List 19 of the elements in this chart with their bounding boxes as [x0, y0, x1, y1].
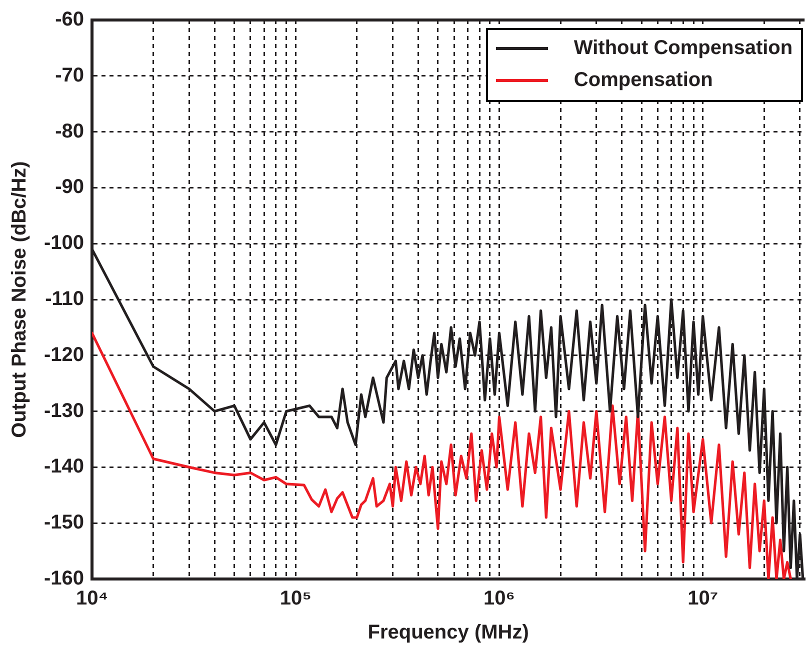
y-tick-label: -130	[44, 400, 84, 422]
y-axis-title: Output Phase Noise (dBc/Hz)	[8, 161, 31, 438]
y-tick-label: -90	[55, 176, 84, 198]
x-axis-title: Frequency (MHz)	[368, 622, 529, 644]
y-tick-label: -60	[55, 8, 84, 31]
legend-label: Without Compensation	[574, 36, 793, 60]
x-tick-label: 10⁵	[280, 588, 312, 610]
x-tick-label: 10⁷	[688, 588, 718, 610]
y-tick-label: -120	[44, 344, 84, 366]
y-tick-label: -160	[44, 568, 84, 590]
y-tick-label: -140	[44, 456, 84, 478]
y-tick-label: -80	[55, 120, 84, 142]
y-tick-label: -110	[45, 288, 84, 310]
x-tick-label: 10⁴	[76, 588, 108, 610]
y-tick-label: -100	[44, 232, 84, 254]
y-tick-label: -70	[55, 64, 84, 86]
legend-label: Compensation	[574, 68, 713, 92]
y-tick-label: -150	[44, 512, 84, 534]
x-tick-label: 10⁶	[484, 588, 515, 610]
